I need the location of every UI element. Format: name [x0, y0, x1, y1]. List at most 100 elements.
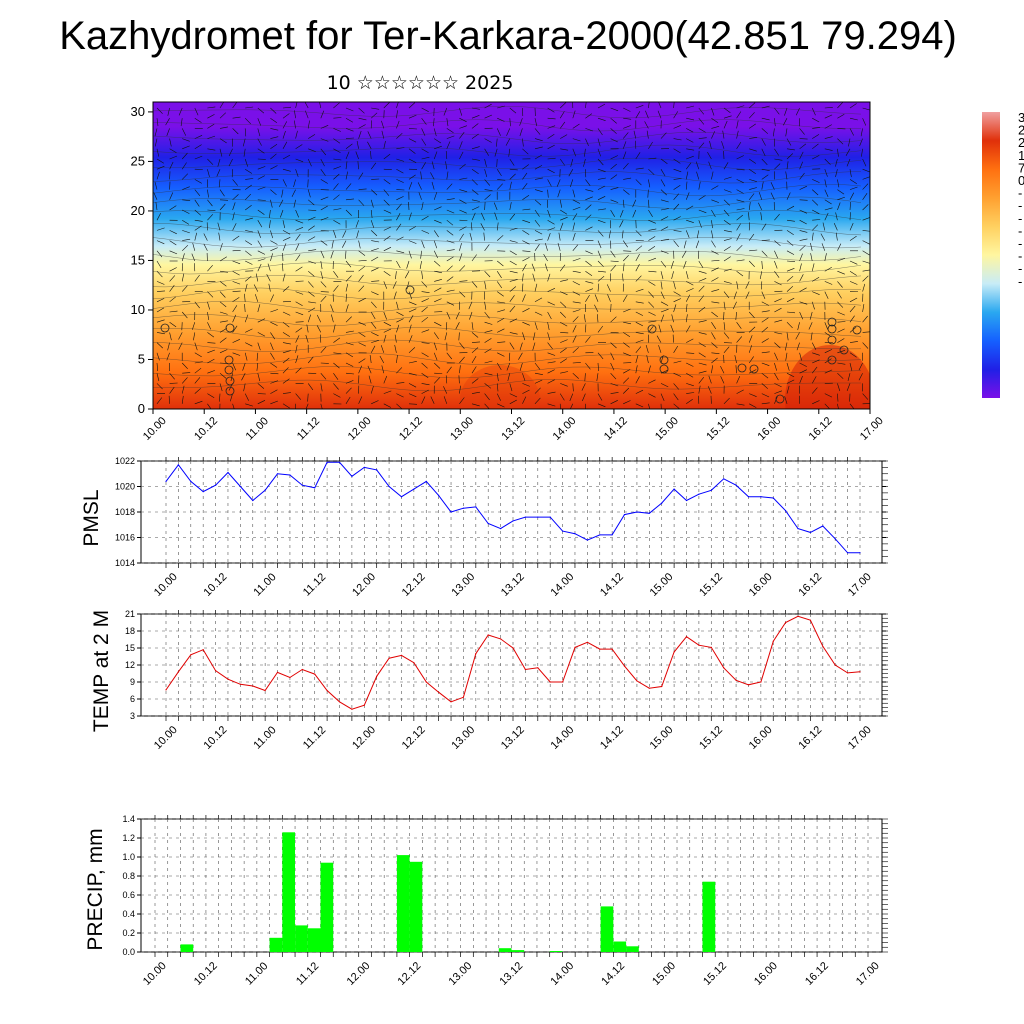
- wind-barb: [257, 199, 266, 201]
- wind-barb: [257, 342, 261, 351]
- wind-barb: [673, 102, 675, 109]
- x-tick-label: 10.12: [192, 960, 220, 988]
- wind-barb: [381, 120, 385, 129]
- wind-barb: [547, 379, 555, 384]
- wind-barb: [421, 352, 429, 358]
- wind-barb: [786, 332, 789, 341]
- wind-barb: [333, 194, 340, 201]
- wind-barb: [583, 158, 586, 167]
- wind-barb: [270, 342, 274, 351]
- wind-barb: [408, 201, 410, 211]
- wind-barb: [683, 260, 687, 269]
- wind-barb: [496, 169, 502, 177]
- wind-barb: [761, 158, 768, 166]
- wind-barb: [282, 121, 288, 129]
- wind-barb: [824, 369, 833, 374]
- wind-barb: [723, 332, 730, 339]
- wind-barb: [194, 232, 197, 241]
- wind-barb: [207, 209, 216, 211]
- pmsl-point: [301, 484, 303, 486]
- wind-barb: [736, 244, 743, 252]
- wind-barb: [194, 377, 201, 384]
- wind-barb: [282, 357, 290, 364]
- wind-barb: [534, 238, 543, 241]
- contour-line: [153, 222, 862, 236]
- wind-barb: [245, 184, 252, 190]
- calm-circle: [749, 364, 759, 374]
- wind-barb: [770, 182, 775, 190]
- wind-barb: [244, 283, 248, 292]
- wind-barb: [370, 311, 376, 320]
- wind-barb: [295, 102, 298, 109]
- wind-barb: [282, 106, 292, 109]
- wind-barb: [333, 393, 341, 398]
- wind-barb: [735, 365, 737, 374]
- pmsl-point: [549, 516, 551, 518]
- wind-barb: [547, 125, 556, 129]
- wind-barb: [219, 112, 227, 119]
- wind-barb: [169, 332, 172, 341]
- wind-barb: [622, 240, 628, 248]
- wind-barb: [837, 113, 845, 119]
- wind-barb: [635, 179, 642, 186]
- wind-barb: [698, 107, 705, 115]
- wind-barb: [596, 373, 599, 382]
- wind-barb: [245, 250, 252, 257]
- wind-barb: [610, 392, 619, 394]
- y-tick-label: 0.6: [122, 890, 135, 900]
- wind-barb: [395, 271, 397, 280]
- wind-barb: [193, 332, 196, 341]
- wind-barb: [333, 271, 339, 278]
- wind-barb: [181, 244, 189, 252]
- contour-line: [153, 237, 862, 249]
- wind-barb: [257, 128, 261, 137]
- wind-barb: [849, 201, 851, 211]
- x-tick-label: 12.00: [345, 960, 373, 988]
- wind-barb: [408, 226, 417, 231]
- pmsl-point: [252, 499, 254, 502]
- wind-barb: [824, 212, 829, 221]
- wind-barb: [244, 352, 248, 361]
- wind-barb: [320, 250, 325, 259]
- wind-barb: [459, 280, 468, 282]
- wind-barb: [648, 320, 657, 323]
- wind-barb: [418, 192, 422, 200]
- wind-barb: [635, 389, 644, 394]
- colorbar-label: 3: [1018, 110, 1024, 125]
- wind-barb: [786, 192, 791, 200]
- wind-barb: [711, 277, 719, 282]
- wind-barb: [282, 113, 290, 119]
- wind-barb: [497, 117, 505, 122]
- wind-barb: [686, 219, 694, 223]
- wind-barb: [698, 270, 707, 274]
- wind-barb: [522, 219, 531, 223]
- x-tick-label: 16.00: [747, 724, 775, 752]
- wind-barb: [358, 332, 366, 338]
- wind-barb: [345, 396, 351, 404]
- wind-barb: [282, 220, 285, 229]
- wind-barb: [686, 148, 695, 151]
- wind-barb: [812, 127, 821, 129]
- wind-barb: [245, 204, 252, 211]
- wind-barb: [270, 199, 273, 208]
- wind-barb: [484, 270, 491, 278]
- x-tick-label: 17.00: [858, 415, 886, 443]
- wind-barb: [509, 342, 515, 350]
- wind-barb: [207, 199, 213, 207]
- wind-barb: [194, 144, 202, 150]
- wind-barb: [862, 331, 870, 333]
- wind-barb: [736, 214, 743, 221]
- wind-barb: [320, 148, 327, 156]
- wind-barb: [282, 311, 291, 316]
- y-tick-label: 25: [131, 153, 145, 168]
- wind-barb: [282, 230, 291, 235]
- wind-barb: [257, 230, 261, 239]
- temp-point: [338, 701, 341, 703]
- wind-barb: [845, 148, 851, 156]
- wind-barb: [862, 176, 870, 180]
- wind-barb: [396, 110, 398, 119]
- wind-barb: [774, 148, 779, 156]
- wind-barb: [330, 304, 334, 313]
- wind-barb: [522, 273, 524, 282]
- wind-barb: [572, 110, 576, 119]
